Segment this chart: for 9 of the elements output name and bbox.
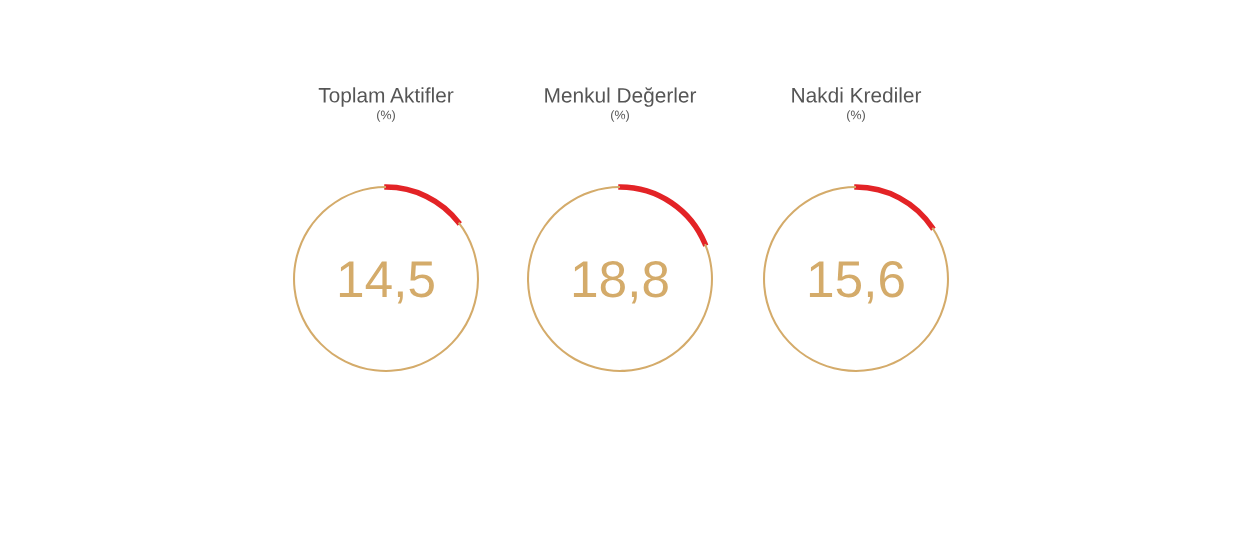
chart-title: Menkul Değerler bbox=[545, 87, 697, 107]
chart-title: Toplam Aktifler bbox=[318, 87, 454, 107]
text: 15,6 bbox=[809, 261, 904, 304]
text: 14,5 bbox=[339, 261, 434, 304]
text: 18,8 bbox=[573, 261, 668, 304]
chart-subtitle: (%) bbox=[611, 110, 629, 122]
chart-title: Nakdi Krediler bbox=[792, 87, 922, 103]
chart-subtitle: (%) bbox=[847, 110, 865, 122]
chart-subtitle: (%) bbox=[377, 110, 395, 122]
